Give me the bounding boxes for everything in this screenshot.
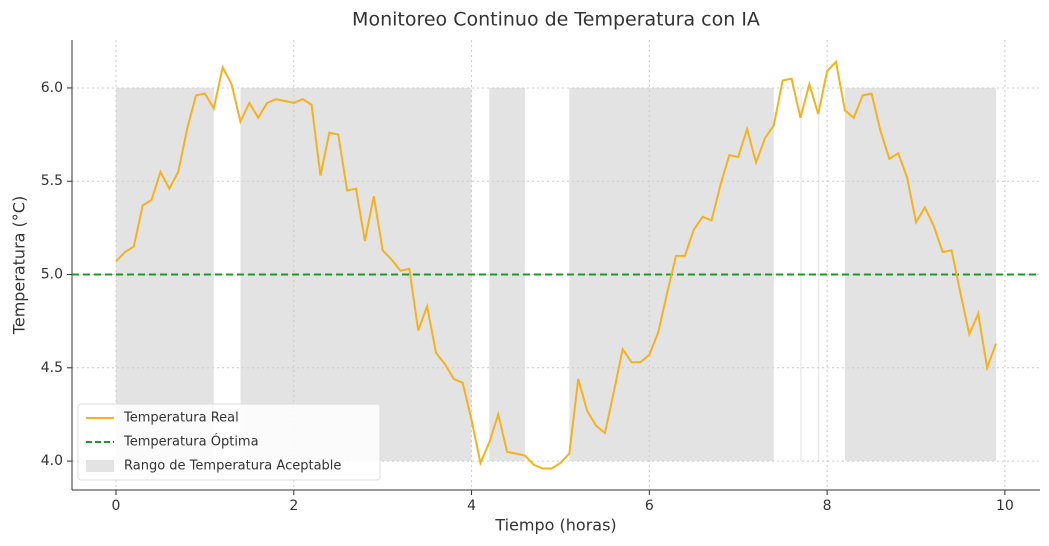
data-line [115,59,997,470]
y-tick-label: 4.5 [41,360,63,376]
chart-title: Monitoreo Continuo de Temperatura con IA [352,9,760,31]
legend: Temperatura Real Temperatura Óptima Rango … [77,403,381,481]
legend-label: Temperatura Real [123,411,239,426]
x-tick-label: 2 [289,498,298,514]
x-tick-label: 6 [645,498,654,514]
x-tick-label: 0 [112,498,121,514]
y-tick-label: 5.0 [41,267,63,283]
x-axis-label: Tiempo (horas) [494,516,616,535]
y-tick-label: 4.0 [41,453,63,469]
y-tick-label: 6.0 [41,80,63,96]
legend-swatch [86,460,114,472]
legend-label: Temperatura Óptima [123,434,259,450]
x-tick-label: 10 [996,498,1014,514]
x-tick-label: 8 [823,498,832,514]
y-tick-label: 5.5 [41,173,63,189]
x-tick-label: 4 [467,498,476,514]
y-axis-label: Temperatura (°C) [10,196,29,335]
legend-box [77,403,381,481]
legend-label: Rango de Temperatura Aceptable [124,459,341,474]
